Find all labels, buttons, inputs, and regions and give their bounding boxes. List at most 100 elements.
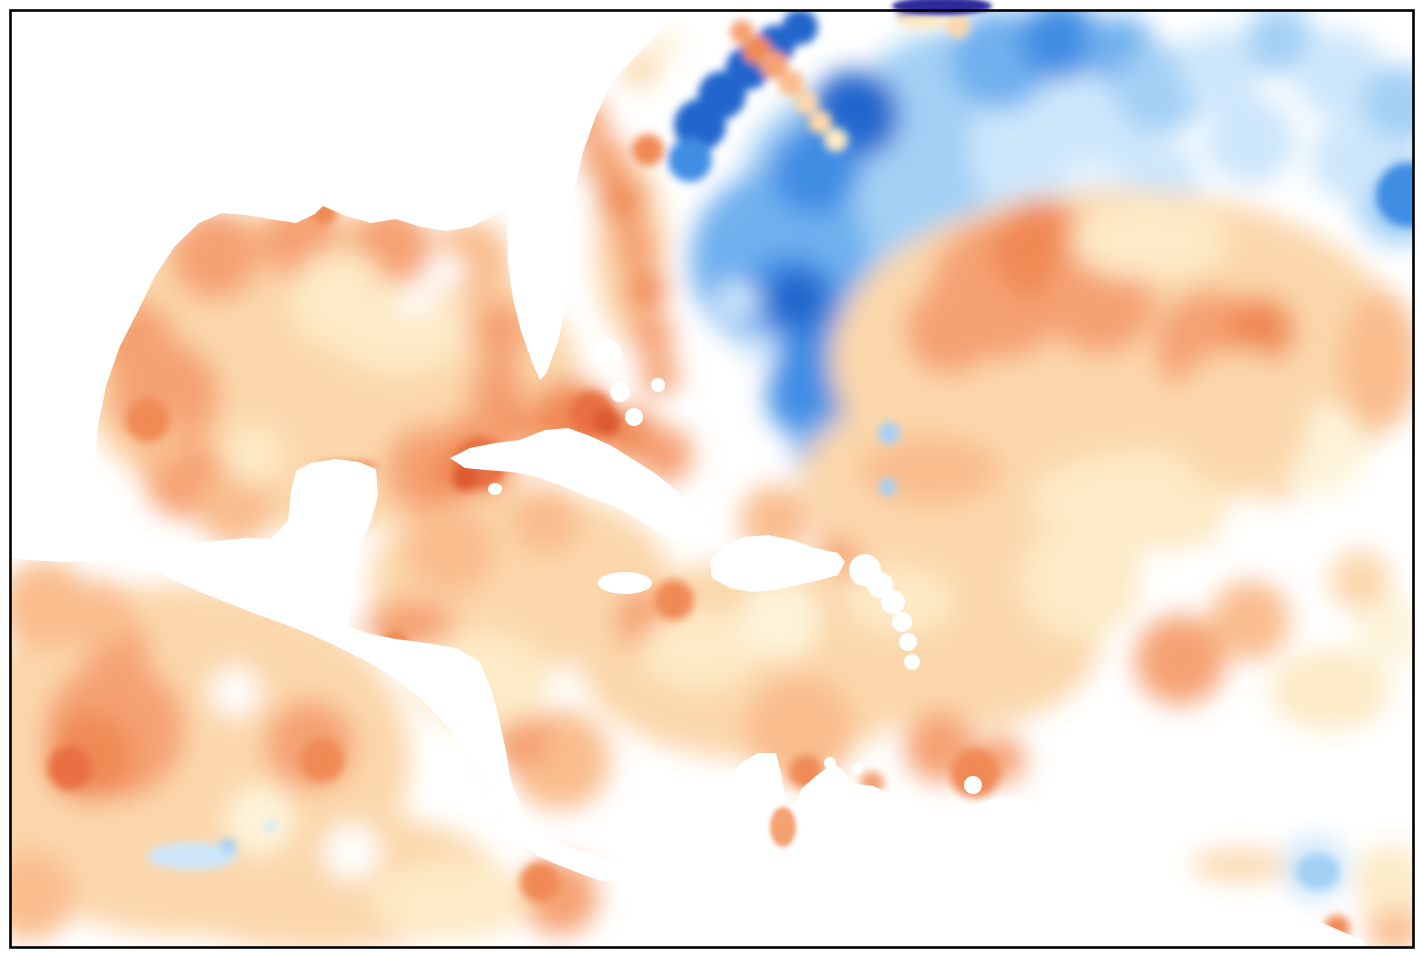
ne-blue-8 <box>1360 65 1414 145</box>
atlantic-north-fade <box>1070 200 1230 280</box>
gulfstream-cold-edge-6 <box>668 138 712 182</box>
corner-pale <box>1355 845 1414 915</box>
island-cuba <box>450 428 700 541</box>
island-puerto-rico <box>766 562 806 582</box>
ne-pale-2 <box>1310 120 1390 200</box>
panama-bight-hot <box>520 862 560 902</box>
strait-core-2 <box>593 408 621 436</box>
warm-band-cream-top-2 <box>946 14 970 38</box>
ne-blue-6 <box>1245 10 1315 75</box>
atlantic-core-3 <box>905 285 995 375</box>
lesser-antilles-6 <box>904 654 920 670</box>
gulf-center-fill <box>290 250 390 350</box>
gulf-ring-n1 <box>170 210 260 300</box>
ne-cuba-warm <box>637 427 693 483</box>
island-curacao <box>824 757 836 769</box>
pacific-south-pale <box>370 860 530 940</box>
blue-south-speck-2 <box>879 478 897 496</box>
pacific-white-2 <box>324 824 380 880</box>
gulf-white-patch-1 <box>425 252 465 292</box>
gulfstream-warm-6 <box>808 110 832 134</box>
west-cuba-hot-core <box>452 465 478 491</box>
overland-layer <box>770 807 796 847</box>
cayman-warm <box>510 485 580 555</box>
lesser-antilles-4 <box>892 612 912 632</box>
se-cold-speck <box>1296 854 1340 890</box>
caribbean-center-pale <box>640 610 760 690</box>
gulf-loop-2 <box>470 357 526 413</box>
right-edge-blue-core <box>1376 163 1414 227</box>
map-frame <box>9 9 1415 949</box>
east-warm-2 <box>1210 580 1290 660</box>
island-jamaica <box>598 572 652 594</box>
florida-arm-5 <box>623 268 667 312</box>
florida-arm-9 <box>652 32 678 58</box>
island-bonaire <box>853 763 863 773</box>
gulfstream-warm-2 <box>760 51 788 79</box>
pacific-core-deep <box>48 746 92 790</box>
campeche-2 <box>197 470 273 546</box>
east-cream-1 <box>1355 595 1414 665</box>
ne-blue-5 <box>1180 30 1260 110</box>
atlantic-core-right-2 <box>1225 295 1295 365</box>
gulfstream-warm-5 <box>730 20 754 44</box>
campeche-pale <box>225 425 285 485</box>
warm-band-cream-top <box>896 12 948 30</box>
mainland-north-and-central-america <box>8 8 1366 947</box>
atlantic-south-band <box>860 435 1000 505</box>
gulf-white-patch-2 <box>398 283 432 317</box>
blue-south-speck-1 <box>878 422 900 444</box>
bahamas-pale-blue-1 <box>715 280 759 324</box>
gulf-sw-hot <box>126 398 170 442</box>
guyana-coast-warm <box>1190 850 1290 880</box>
pacific-cold-dot-1 <box>220 838 236 854</box>
florida-arm-6 <box>630 313 674 357</box>
lesser-antilles-3 <box>881 590 905 614</box>
pacific-corner <box>10 850 75 940</box>
east-pale-1 <box>1270 650 1390 730</box>
lesser-antilles-2 <box>867 572 893 598</box>
lake-maracaibo-warm <box>770 807 796 847</box>
florida-arm-2 <box>581 136 629 184</box>
east-warm-3 <box>1330 550 1390 610</box>
east-fill <box>1020 520 1140 640</box>
pacific-cold-strip <box>147 842 237 870</box>
gulfstream-cold-edge-5 <box>782 10 818 45</box>
pacific-cold-dot-2 <box>264 820 276 832</box>
bahamas-bank-1 <box>595 339 621 365</box>
gulfstream-warm-3 <box>778 70 804 96</box>
bahamas-bank-4 <box>651 378 665 392</box>
island-isle-of-youth <box>488 483 502 495</box>
land-layer <box>8 8 1366 947</box>
florida-arm-7 <box>640 355 680 395</box>
se-caribbean-hot <box>950 748 1000 798</box>
atlantic-right-edge <box>1340 290 1414 430</box>
gulfstream-warm-7 <box>824 128 848 152</box>
atlantic-white-patch <box>1220 500 1280 560</box>
caribbean-west-mid <box>405 505 495 595</box>
atl-blue-eddy-core <box>767 270 827 330</box>
ne-pale-1 <box>1205 95 1295 185</box>
caribbean-center-cream <box>740 580 820 660</box>
pacific-top-2 <box>65 580 135 650</box>
island-trinidad <box>964 776 982 794</box>
pacific-core-b2 <box>300 738 344 782</box>
florida-arm-4 <box>611 221 659 269</box>
bahamas-bank-3 <box>625 408 643 426</box>
gulfstream-warm-4 <box>794 90 818 114</box>
pacific-white-1 <box>210 667 260 717</box>
bahamas-bank-2 <box>610 382 630 402</box>
pacific-cream <box>225 785 295 855</box>
east-jamaica-hot <box>654 580 694 620</box>
florida-arm-3 <box>598 176 646 224</box>
ne-blue-2 <box>1020 10 1100 80</box>
florida-arm-hot <box>632 134 664 166</box>
blue-mid-east-2 <box>970 110 1070 210</box>
east-warm-1 <box>1135 615 1225 705</box>
lesser-antilles-5 <box>899 633 917 651</box>
atlantic-mid-fill <box>1170 350 1310 490</box>
gulf-loop-1 <box>470 300 530 360</box>
